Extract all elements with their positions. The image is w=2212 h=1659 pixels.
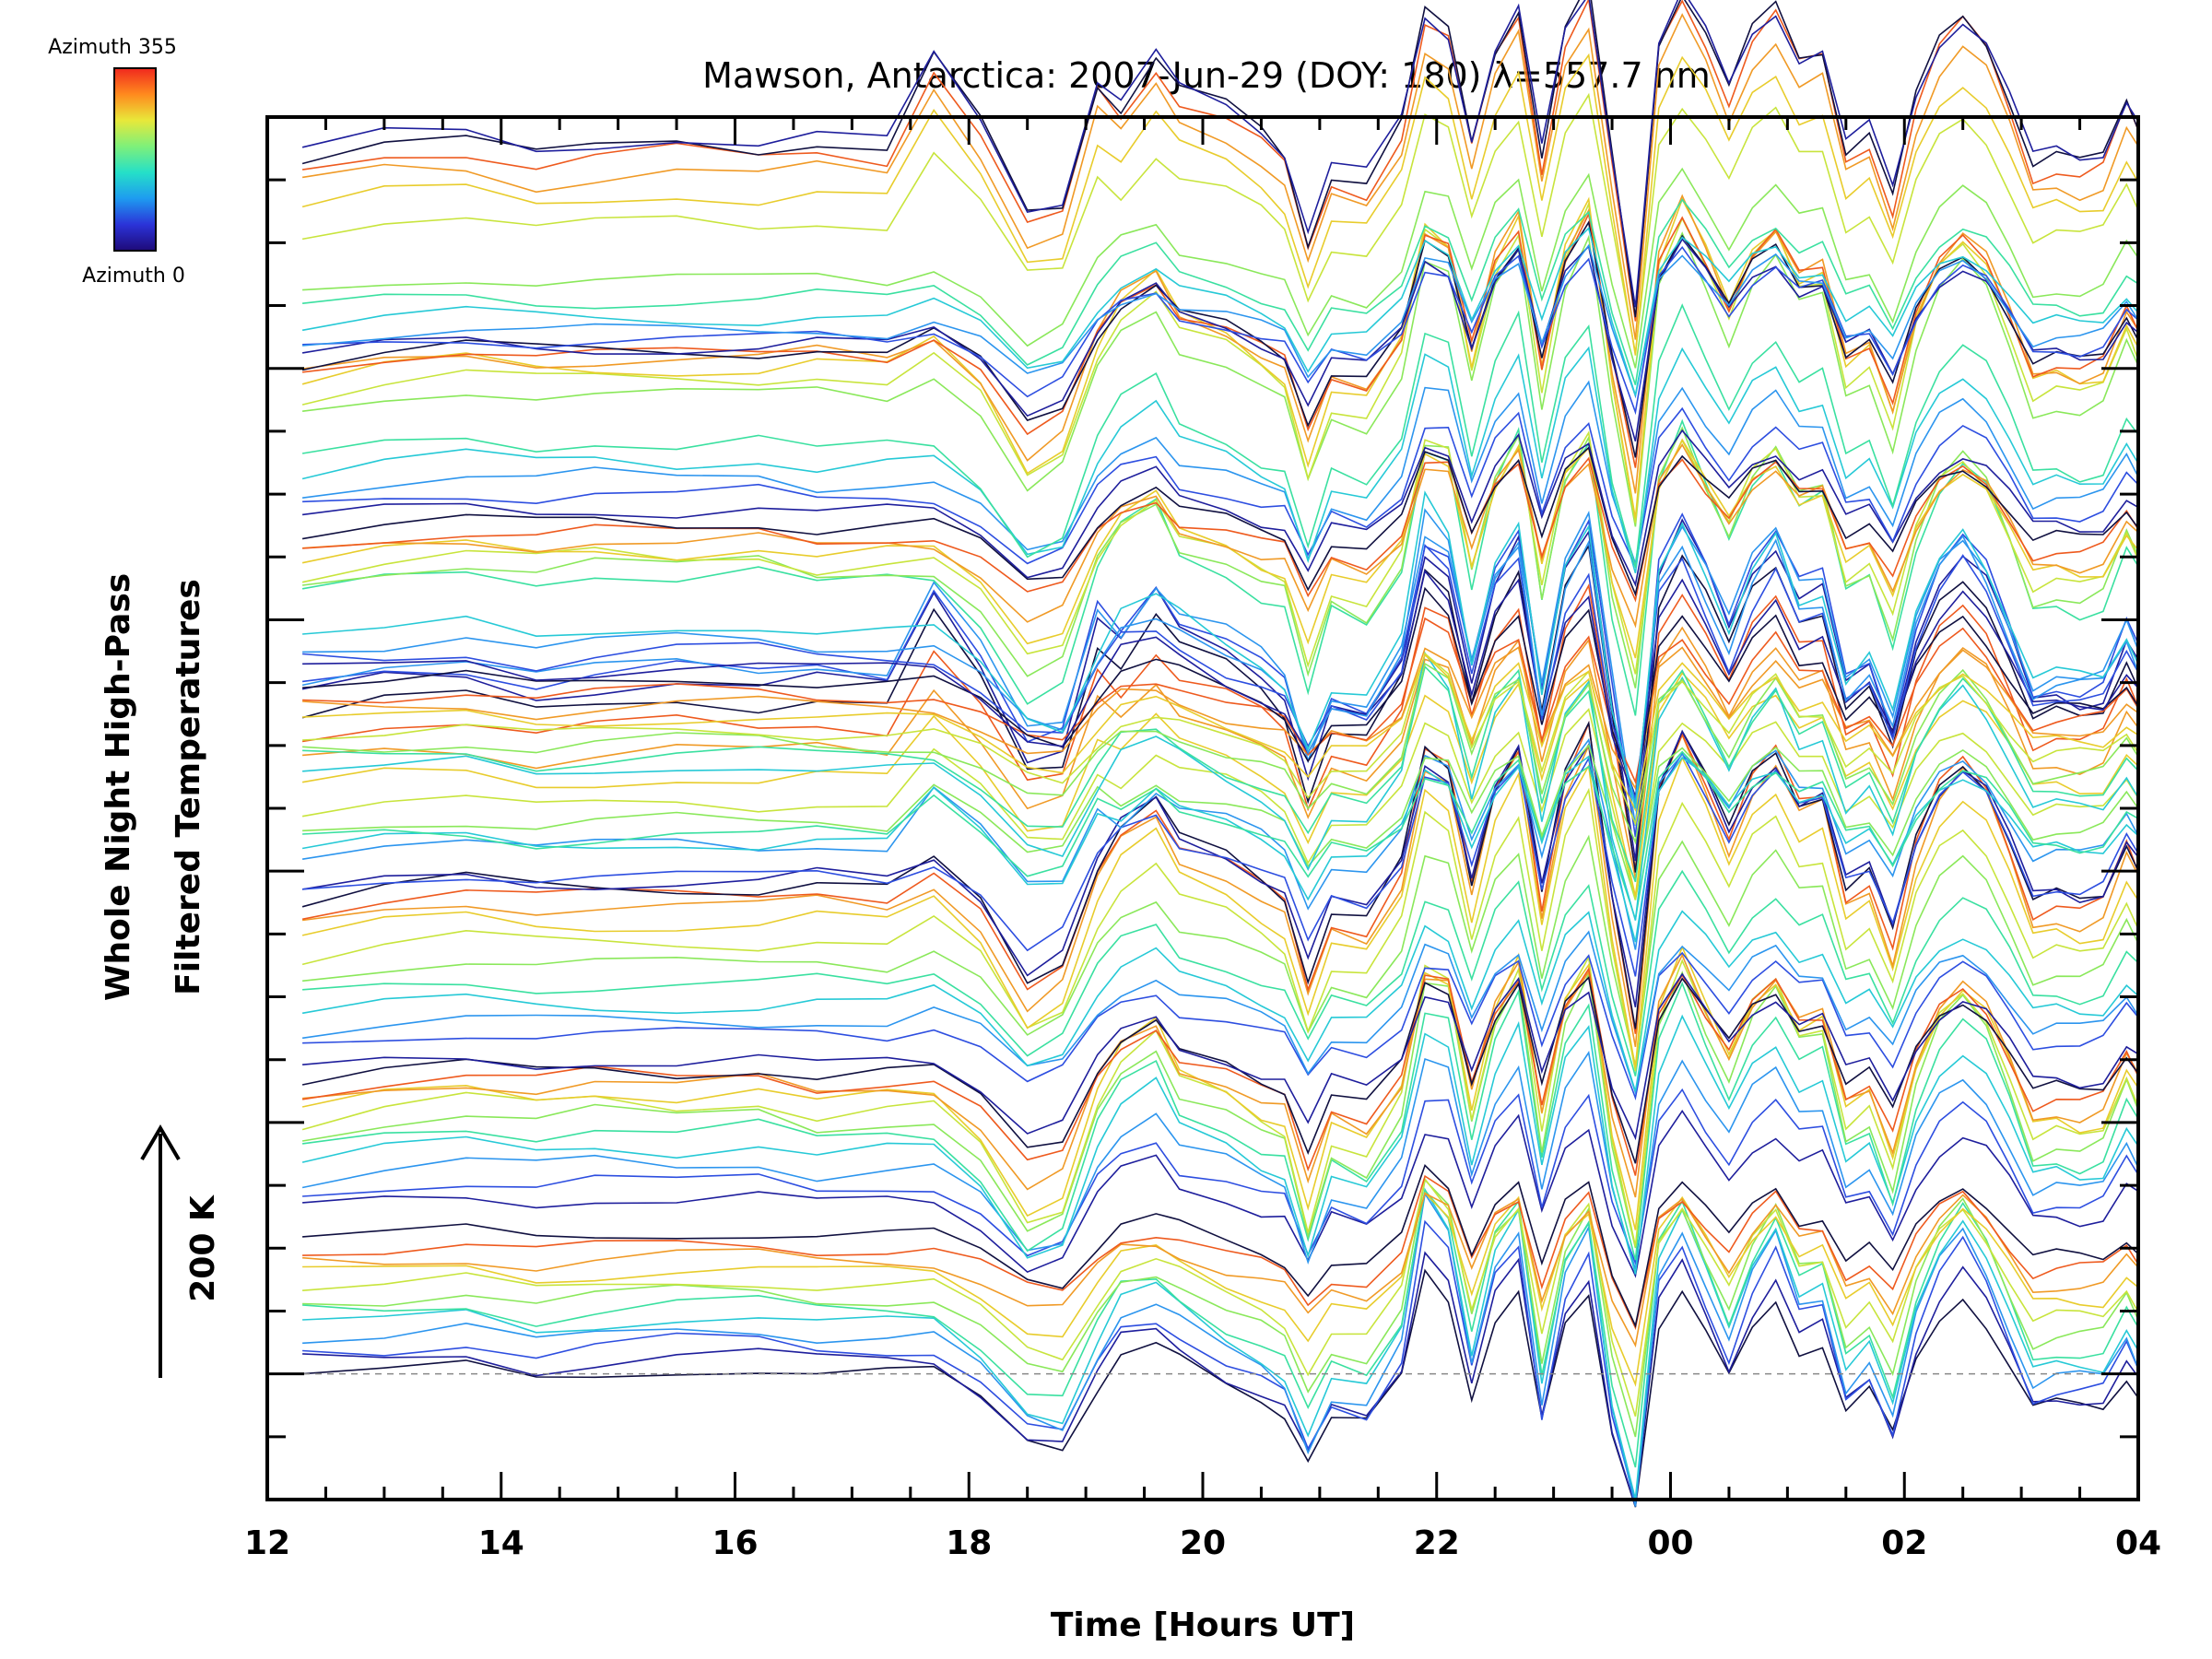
series-line-11 <box>302 1174 2139 1331</box>
series-line-57 <box>302 569 2139 805</box>
y-axis-label-line1: Whole Night High-Pass <box>100 573 137 1001</box>
series-line-55 <box>302 617 2139 784</box>
series-line-34 <box>301 720 2139 1030</box>
colorbar-gradient <box>113 67 157 252</box>
series-line-21 <box>302 953 2139 1198</box>
series-line-73 <box>302 231 2139 527</box>
x-tick-label: 20 <box>1180 1524 1226 1562</box>
series-line-76 <box>301 194 2139 494</box>
series-line-81 <box>302 243 2139 399</box>
series-line-5 <box>302 1187 2139 1500</box>
series-line-50 <box>302 665 2139 883</box>
series-line-31 <box>301 756 2139 1068</box>
series-line-4 <box>302 1191 2139 1507</box>
x-tick-label: 00 <box>1647 1524 1693 1562</box>
series-line-20 <box>301 945 2139 1230</box>
series-line-67 <box>301 446 2139 597</box>
series-line-78 <box>301 219 2139 458</box>
x-tick-label: 22 <box>1414 1524 1460 1562</box>
series-line-82 <box>301 227 2139 396</box>
series-line-25 <box>302 951 2139 1101</box>
x-tick-label: 18 <box>946 1524 992 1562</box>
series-line-60 <box>302 490 2139 809</box>
series-line-27 <box>301 910 2139 1092</box>
colorbar-bottom-label: Azimuth 0 <box>82 265 185 288</box>
series-line-86 <box>301 53 2139 356</box>
series-line-41 <box>301 708 2139 900</box>
chart-title: Mawson, Antarctica: 2007-Jun-29 (DOY: 18… <box>702 55 1711 96</box>
colorbar-top-label: Azimuth 355 <box>48 36 177 59</box>
scale-bar: 200 K <box>140 1124 222 1378</box>
x-tick-label: 02 <box>1881 1524 1927 1562</box>
x-tick-label: 12 <box>244 1524 290 1562</box>
series-line-56 <box>302 586 2139 797</box>
series-line-12 <box>302 1163 2139 1328</box>
series-line-59 <box>302 508 2139 804</box>
series-line-69 <box>302 406 2139 570</box>
series-line-90 <box>301 0 2139 308</box>
series-line-1 <box>302 1268 2139 1508</box>
series-line-16 <box>301 1014 2139 1275</box>
x-tick-labels: 12 14 16 18 20 22 00 02 04 <box>244 1524 2161 1562</box>
series-line-62 <box>302 426 2139 688</box>
series-line-14 <box>302 1088 2139 1266</box>
series-line-23 <box>301 976 2139 1164</box>
series-line-72 <box>301 303 2139 568</box>
series-line-13 <box>302 1109 2139 1278</box>
series-line-26 <box>301 930 2139 1096</box>
series-line-17 <box>301 981 2139 1261</box>
series-line-18 <box>301 971 2139 1249</box>
series-line-71 <box>301 346 2139 574</box>
y-axis-label-line2: Filtered Temperatures <box>170 579 207 995</box>
series-line-29 <box>302 834 2139 1066</box>
y-axis-label: Whole Night High-Pass Filtered Temperatu… <box>100 573 207 1001</box>
series-line-77 <box>302 211 2139 468</box>
series-line-42 <box>301 671 2139 897</box>
series-line-30 <box>301 787 2139 1072</box>
scale-bar-label: 200 K <box>184 1194 222 1302</box>
plot-frame <box>265 115 2140 1501</box>
scale-bar-arrowhead <box>140 1124 181 1161</box>
series-line-15 <box>301 1050 2139 1270</box>
series-line-6 <box>302 1188 2139 1468</box>
series-line-37 <box>301 737 2139 950</box>
series-line-85 <box>301 92 2139 354</box>
x-tick-label: 14 <box>478 1524 524 1562</box>
x-tick-label: 16 <box>712 1524 758 1562</box>
series-line-9 <box>302 1191 2139 1387</box>
colorbar: Azimuth 355 Azimuth 0 <box>48 36 185 288</box>
series-line-39 <box>302 750 2139 920</box>
series-line-80 <box>302 245 2139 416</box>
series-line-38 <box>301 755 2139 943</box>
series-line-68 <box>301 429 2139 587</box>
series-line-45 <box>301 543 2139 873</box>
series-line-53 <box>302 653 2139 813</box>
series-line-70 <box>301 380 2139 564</box>
series-line-24 <box>302 972 2139 1141</box>
series-line-83 <box>302 198 2139 385</box>
series-line-8 <box>302 1177 2139 1418</box>
series-line-79 <box>301 238 2139 442</box>
series-line-58 <box>302 544 2139 799</box>
series-line-2 <box>302 1251 2139 1507</box>
series-line-84 <box>302 167 2139 369</box>
plot-lines <box>301 0 2139 1508</box>
axis-ticks <box>265 115 2140 1501</box>
series-line-10 <box>302 1192 2139 1348</box>
series-line-40 <box>302 744 2139 900</box>
series-line-74 <box>301 201 2139 524</box>
series-line-65 <box>302 443 2139 629</box>
series-line-3 <box>302 1219 2139 1502</box>
series-line-19 <box>301 954 2139 1247</box>
series-line-54 <box>302 646 2139 791</box>
series-line-28 <box>302 869 2139 1077</box>
x-tick-label: 04 <box>2115 1524 2161 1562</box>
series-line-87 <box>301 13 2139 340</box>
x-axis-label: Time [Hours UT] <box>1051 1606 1355 1644</box>
series-line-44 <box>301 582 2139 870</box>
series-line-36 <box>302 752 2139 977</box>
series-line-22 <box>301 967 2139 1176</box>
series-line-51 <box>302 662 2139 845</box>
